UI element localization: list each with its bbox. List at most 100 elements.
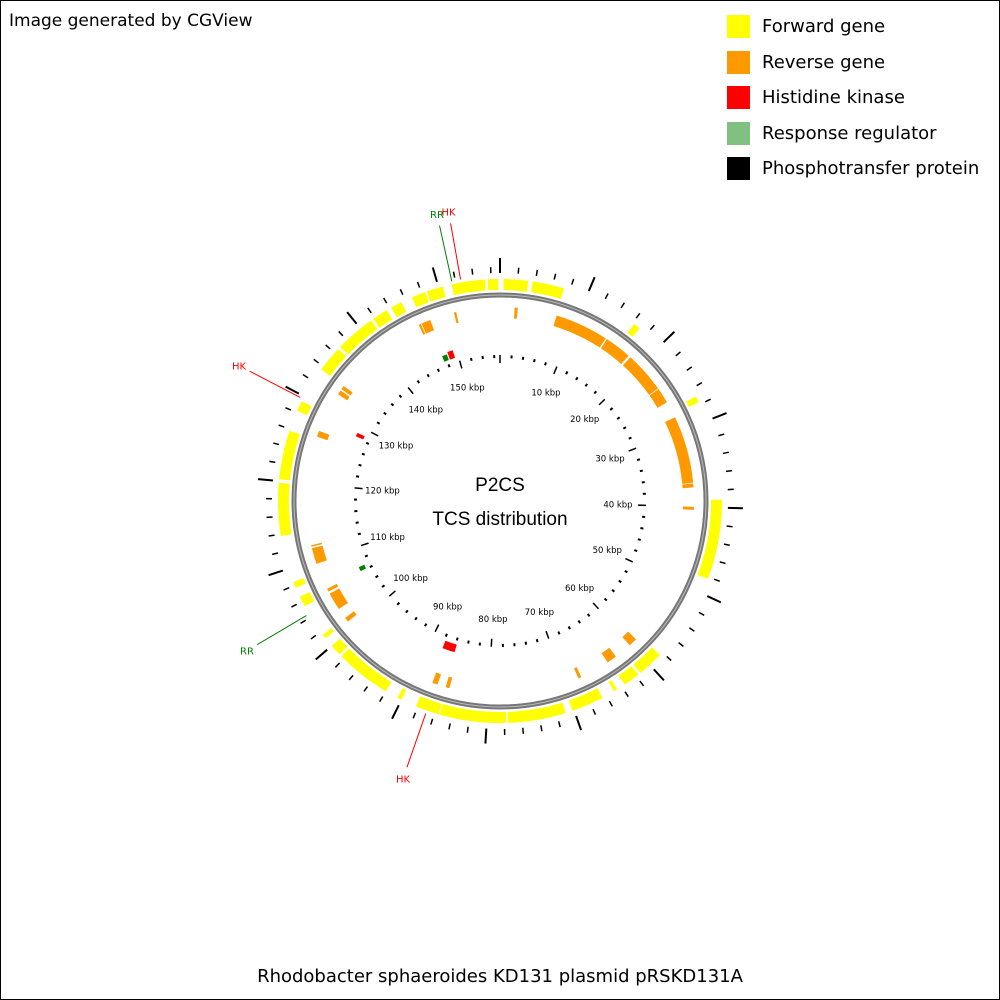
outer-minor-tick bbox=[666, 655, 672, 662]
reverse-gene-segment bbox=[418, 323, 426, 335]
outer-minor-tick bbox=[367, 307, 372, 314]
inner-minor-tick bbox=[383, 411, 387, 416]
tick-label: 40 kbp bbox=[603, 501, 632, 511]
outer-major-tick bbox=[315, 648, 328, 661]
tick-label: 20 kbp bbox=[570, 415, 599, 425]
outer-minor-tick bbox=[471, 268, 474, 275]
outer-minor-tick bbox=[571, 278, 575, 285]
forward-gene-segment bbox=[341, 648, 392, 692]
outer-major-tick bbox=[257, 478, 274, 482]
outer-minor-tick bbox=[466, 726, 469, 733]
inner-major-tick bbox=[370, 431, 379, 437]
callout-line bbox=[406, 713, 427, 768]
inner-minor-tick bbox=[593, 390, 598, 395]
outer-minor-tick bbox=[604, 293, 609, 300]
outer-major-tick bbox=[575, 715, 583, 731]
inner-major-tick bbox=[625, 557, 634, 563]
inner-minor-tick bbox=[381, 584, 386, 588]
legend-item-reverse-gene: Reverse gene bbox=[727, 45, 979, 81]
callout-label: HK bbox=[232, 362, 247, 373]
inner-minor-tick bbox=[628, 436, 632, 440]
inner-minor-tick bbox=[357, 532, 361, 536]
reverse-gene-segment bbox=[601, 647, 616, 663]
inner-minor-tick bbox=[447, 364, 451, 368]
tick-label: 140 kbp bbox=[408, 405, 443, 415]
outer-major-tick bbox=[346, 311, 358, 325]
outer-minor-tick bbox=[540, 725, 543, 732]
outer-minor-tick bbox=[723, 543, 730, 546]
forward-gene-segment bbox=[426, 286, 446, 302]
outer-minor-tick bbox=[325, 344, 331, 350]
forward-gene-segment bbox=[293, 578, 306, 588]
callout-line bbox=[257, 615, 307, 646]
outer-major-tick bbox=[712, 412, 727, 420]
inner-minor-tick bbox=[616, 416, 621, 420]
tick-label: 30 kbp bbox=[595, 454, 624, 464]
reverse-gene-segment bbox=[622, 631, 636, 646]
inner-minor-tick bbox=[544, 362, 547, 366]
inner-major-tick bbox=[388, 590, 396, 597]
outer-minor-tick bbox=[348, 674, 354, 681]
forward-gene-segment bbox=[633, 647, 660, 674]
inner-minor-tick bbox=[390, 402, 395, 407]
outer-minor-tick bbox=[452, 271, 456, 278]
tick-label: 50 kbp bbox=[593, 546, 622, 556]
reverse-gene-segment bbox=[432, 672, 442, 685]
forward-gene-segment bbox=[391, 302, 407, 318]
forward-gene-segment bbox=[397, 688, 407, 700]
forward-gene-segment bbox=[297, 401, 312, 416]
outer-minor-tick bbox=[285, 406, 292, 411]
reverse-gene-segment bbox=[345, 611, 357, 622]
inner-minor-tick bbox=[636, 458, 641, 462]
inner-major-tick bbox=[553, 366, 558, 375]
outer-major-tick bbox=[285, 385, 300, 395]
inner-minor-tick bbox=[414, 616, 418, 621]
legend-swatch-phosphotransfer-protein bbox=[727, 157, 750, 181]
tcs-feature-track bbox=[355, 350, 457, 653]
inner-major-tick bbox=[354, 487, 363, 490]
legend-label-phosphotransfer-protein: Phosphotransfer protein bbox=[762, 158, 980, 180]
forward-gene-segment bbox=[439, 704, 507, 723]
inner-minor-tick bbox=[416, 379, 421, 384]
inner-minor-tick bbox=[361, 452, 366, 456]
inner-major-tick bbox=[598, 398, 606, 406]
inner-minor-tick bbox=[586, 613, 591, 617]
outer-minor-tick bbox=[399, 288, 404, 296]
reverse-gene-segment bbox=[341, 386, 353, 396]
legend-swatch-reverse-gene bbox=[727, 50, 750, 74]
forward-gene-segment bbox=[331, 638, 348, 655]
forward-gene-segment bbox=[507, 702, 566, 723]
tick-label: 80 kbp bbox=[478, 615, 507, 625]
reverse-gene-segment bbox=[513, 307, 518, 319]
outer-minor-tick bbox=[338, 330, 344, 337]
outer-minor-tick bbox=[448, 723, 451, 730]
tick-label: 60 kbp bbox=[565, 584, 594, 594]
forward-gene-segment bbox=[618, 666, 639, 685]
legend-item-histidine-kinase: Histidine kinase bbox=[727, 80, 979, 116]
legend-item-phosphotransfer-protein: Phosphotransfer protein bbox=[727, 151, 979, 187]
inner-minor-tick bbox=[622, 426, 627, 430]
inner-major-tick bbox=[458, 360, 463, 369]
reverse-gene-segment bbox=[311, 545, 327, 564]
reverse-gene-segment bbox=[682, 506, 694, 510]
inner-minor-tick bbox=[624, 569, 628, 574]
inner-minor-tick bbox=[444, 633, 448, 637]
outer-minor-tick bbox=[383, 297, 388, 304]
forward-gene-segment bbox=[299, 592, 315, 607]
legend: Forward gene Reverse gene Histidine kina… bbox=[727, 9, 979, 187]
outer-minor-tick bbox=[553, 273, 557, 280]
legend-item-response-regulator: Response regulator bbox=[727, 116, 979, 152]
tick-label: 150 kbp bbox=[450, 384, 485, 394]
reverse-gene-segment bbox=[327, 583, 339, 592]
backbone-highlight bbox=[293, 294, 707, 708]
outer-major-tick bbox=[431, 267, 438, 283]
outer-minor-tick bbox=[291, 603, 298, 608]
outer-major-tick bbox=[653, 668, 665, 682]
inner-minor-tick bbox=[369, 564, 373, 569]
outer-major-tick bbox=[662, 331, 676, 343]
outer-minor-tick bbox=[713, 578, 721, 582]
outer-major-tick bbox=[391, 704, 400, 720]
legend-label-histidine-kinase: Histidine kinase bbox=[762, 87, 905, 109]
